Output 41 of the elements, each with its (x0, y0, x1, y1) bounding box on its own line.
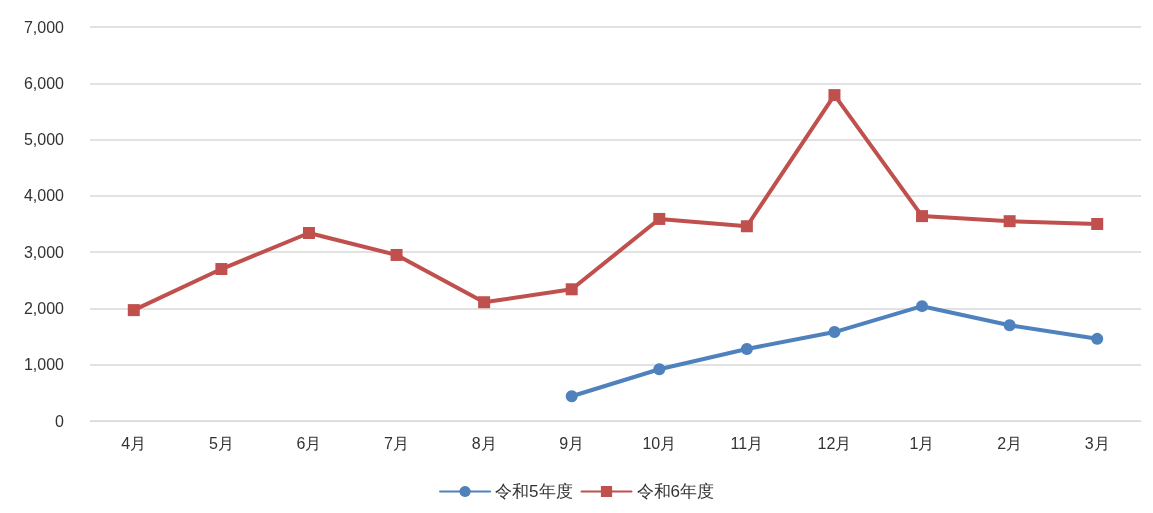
x-tick-label: 6月 (296, 434, 322, 452)
point (478, 296, 491, 309)
point (1003, 215, 1016, 228)
point (916, 300, 929, 313)
point (828, 326, 841, 339)
point (1003, 319, 1016, 332)
y-tick-label: 0 (55, 412, 65, 430)
x-tick-label: 2月 (997, 434, 1023, 452)
point (565, 283, 578, 296)
x-tick-label: 9月 (559, 434, 585, 452)
y-tick-label: 2,000 (23, 299, 65, 317)
point (302, 227, 315, 240)
x-tick-label: 3月 (1084, 434, 1110, 452)
point (740, 220, 753, 233)
point (740, 342, 753, 355)
y-tick-label: 6,000 (23, 74, 65, 92)
x-tick-label: 5月 (208, 434, 234, 452)
y-tick-label: 1,000 (23, 356, 65, 374)
x-tick-label: 11月 (730, 434, 764, 452)
x-tick-label: 1月 (909, 434, 935, 452)
point (390, 248, 403, 261)
point (1091, 218, 1104, 230)
y-tick-label: 7,000 (23, 18, 65, 36)
x-tick-label: 12月 (817, 434, 852, 452)
point (215, 263, 228, 276)
point (1091, 332, 1104, 345)
x-tick-label: 7月 (384, 434, 409, 452)
x-tick-label: 4月 (121, 434, 147, 452)
point (653, 212, 666, 225)
point (565, 390, 578, 403)
point (916, 210, 929, 223)
y-tick-label: 4,000 (23, 187, 65, 205)
y-tick-label: 5,000 (23, 131, 65, 149)
point (828, 89, 841, 102)
point (127, 304, 140, 317)
x-tick-label: 8月 (471, 434, 497, 452)
legend-label: 令和6年度 (636, 482, 714, 501)
point (653, 363, 666, 376)
x-tick-label: 10月 (642, 434, 677, 452)
legend-label: 令和5年度 (495, 482, 573, 501)
y-tick-label: 3,000 (23, 243, 65, 261)
